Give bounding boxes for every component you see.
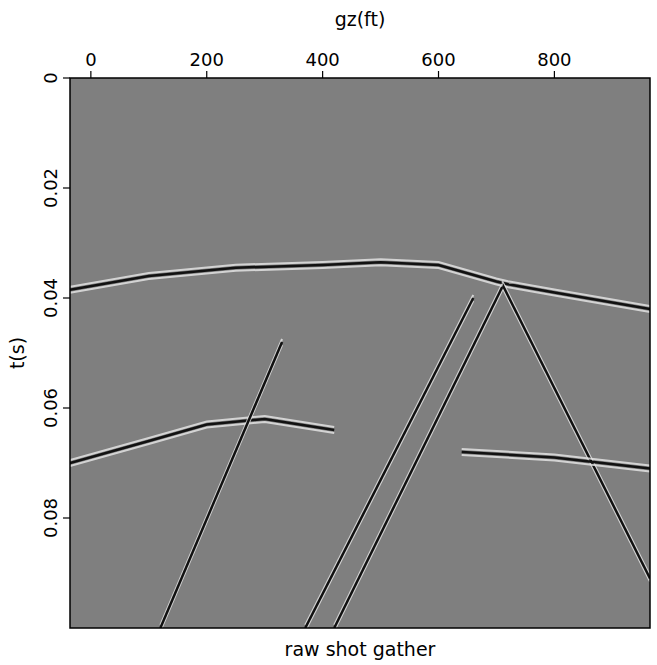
x-tick-label: 0 [85, 49, 96, 70]
event [70, 419, 334, 463]
chart: 0 200 400 600 800 0 0.02 0.04 0.06 0.08 gz(ft) t(s)… [0, 0, 657, 665]
y-tick-label: 0.08 [40, 498, 61, 538]
y-tick-label: 0.06 [40, 388, 61, 428]
title: raw shot gather [285, 638, 436, 660]
x-tick [206, 71, 207, 78]
plot-ground [70, 78, 650, 628]
events [70, 259, 650, 628]
y-tick [63, 297, 70, 298]
x-tick [90, 71, 91, 78]
event [160, 342, 282, 628]
y-axis-title: t(s) [6, 337, 28, 369]
frame [70, 78, 650, 628]
y-tick [63, 407, 70, 408]
event [334, 287, 502, 628]
x-tick-label: 600 [421, 49, 455, 70]
event [305, 298, 473, 628]
event-halo [502, 281, 650, 575]
y-tick-label: 0 [40, 72, 61, 83]
y-tick-label: 0.02 [40, 168, 61, 208]
x-tick-label: 200 [190, 49, 224, 70]
event [70, 262, 650, 309]
event-halo [305, 295, 473, 625]
event [462, 452, 650, 469]
event [502, 284, 650, 578]
y-tick [63, 517, 70, 518]
x-tick-label: 400 [305, 49, 339, 70]
event-halo [334, 284, 502, 625]
y-tick-label: 0.04 [40, 278, 61, 318]
event-halo [502, 287, 650, 581]
x-tick [438, 71, 439, 78]
x-axis-title: gz(ft) [335, 8, 386, 30]
y-tick [63, 187, 70, 188]
event-halo [70, 422, 334, 466]
x-tick [554, 71, 555, 78]
y-tick [63, 77, 70, 78]
x-tick-label: 800 [537, 49, 571, 70]
event-halo [70, 265, 650, 312]
x-tick [322, 71, 323, 78]
